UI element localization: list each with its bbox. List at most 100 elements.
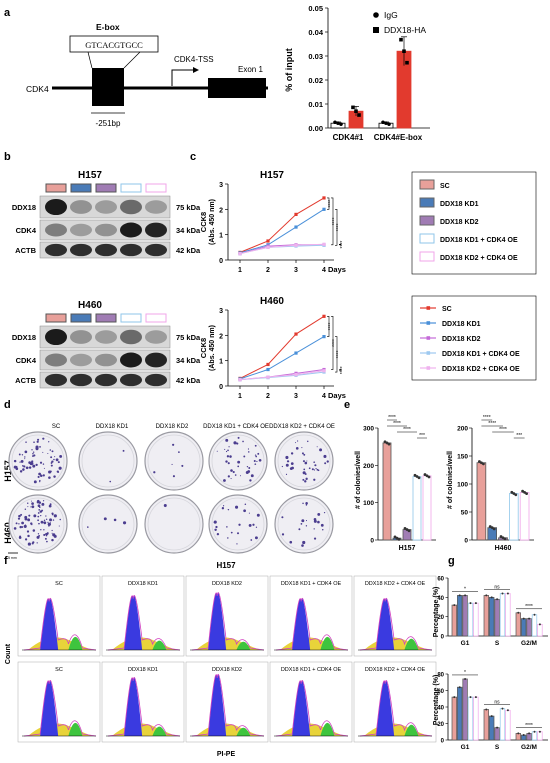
flow-g2-peak bbox=[320, 636, 335, 650]
cycle-h460-bar bbox=[531, 731, 538, 741]
blot-band bbox=[70, 353, 92, 367]
colony-h157-ytick-label: 200 bbox=[363, 463, 374, 470]
blot-band bbox=[120, 199, 142, 215]
cycle-h157-point bbox=[485, 594, 488, 597]
cycle-h157-phase-label: G1 bbox=[461, 640, 470, 647]
flow-fit-outline bbox=[23, 680, 97, 737]
cck8-h460-title: H460 bbox=[260, 296, 284, 307]
colony-dot bbox=[248, 523, 252, 527]
colony-dot bbox=[35, 445, 39, 449]
colony-dot bbox=[313, 461, 316, 463]
cck8-sig-label: **** bbox=[340, 241, 346, 249]
cck8-sig-bracket bbox=[335, 209, 338, 246]
flow-fit-outline bbox=[23, 597, 97, 651]
cycle-h460-point bbox=[533, 730, 536, 733]
cycle-h157-bar bbox=[531, 614, 538, 637]
colony-dot bbox=[45, 532, 48, 536]
lane-marker bbox=[45, 313, 67, 323]
colony-dot bbox=[297, 440, 299, 442]
colony-dot bbox=[38, 509, 41, 511]
cck8-xunit: Days bbox=[328, 265, 346, 274]
western-blot-h460: H460 DDX18 75 kDa CDK4 34 kDa ACTB 42 kDa bbox=[12, 300, 201, 389]
blot-band bbox=[120, 329, 142, 345]
colony-h460-ytick-label: 150 bbox=[457, 454, 468, 461]
chip-ytick-label: 0.05 bbox=[308, 4, 323, 13]
colony-dot bbox=[40, 529, 42, 531]
colony-h157-sig-label: **** bbox=[388, 415, 396, 421]
cck8-sig-label: **** bbox=[336, 350, 342, 358]
colony-dot bbox=[304, 461, 308, 465]
colony-dot bbox=[13, 527, 17, 530]
culture-plate bbox=[208, 494, 268, 554]
colony-dot bbox=[47, 521, 49, 524]
colony-dot bbox=[13, 465, 17, 469]
cycle-h460-ytick-label: 20 bbox=[437, 722, 444, 728]
cycle-h460-bar bbox=[467, 696, 474, 741]
colony-h157-sig-label: *** bbox=[419, 433, 425, 439]
colony-dot bbox=[19, 535, 22, 538]
blot-kda-label: 42 kDa bbox=[176, 246, 201, 255]
colony-dot bbox=[32, 453, 34, 455]
colony-dot bbox=[230, 531, 233, 534]
flow-fit-outline bbox=[359, 597, 433, 651]
blot-band bbox=[145, 200, 167, 214]
cycle-h460-bar bbox=[483, 709, 489, 741]
plate-rim bbox=[211, 497, 265, 551]
chip-legend-ha: DDX18-HA bbox=[384, 25, 426, 35]
colony-header: DDX18 KD1 + CDK4 OE bbox=[203, 424, 269, 430]
tss-arrowhead bbox=[193, 67, 199, 73]
colony-dot bbox=[30, 506, 32, 508]
cycle-h460-sig-label: **** bbox=[525, 723, 533, 729]
colony-dot bbox=[245, 470, 249, 474]
legend-label: DDX18 KD2 bbox=[440, 219, 479, 226]
colony-dot bbox=[244, 503, 247, 506]
colony-dot bbox=[226, 526, 228, 528]
colony-dot bbox=[252, 523, 255, 526]
colony-dot bbox=[237, 436, 240, 439]
colony-dot bbox=[33, 441, 35, 444]
colony-dot bbox=[31, 524, 33, 526]
flow-g1-peak bbox=[124, 595, 143, 650]
cycle-h157-point bbox=[469, 602, 472, 605]
colony-dot bbox=[250, 474, 254, 478]
flow-g2-peak bbox=[236, 641, 251, 650]
chip-legend-ha-marker bbox=[373, 27, 379, 33]
colony-dot bbox=[53, 458, 55, 461]
chip-y-ticks: 0.00 0.01 0.02 0.03 0.04 0.05 bbox=[308, 4, 328, 133]
colony-dot bbox=[153, 471, 156, 474]
colony-dot bbox=[243, 509, 246, 513]
cycle-h157-point bbox=[453, 604, 456, 607]
cycle-h460-point bbox=[464, 677, 467, 680]
colony-dot bbox=[323, 512, 326, 514]
colony-dot bbox=[43, 467, 45, 469]
cycle-h460-bar bbox=[537, 731, 543, 741]
colony-dot bbox=[28, 514, 31, 517]
cycle-h157-bar bbox=[489, 596, 495, 637]
flow-g2-peak bbox=[68, 722, 83, 736]
colony-dot bbox=[22, 468, 25, 471]
colony-h460-ytick-label: 100 bbox=[457, 482, 468, 489]
cycle-h460-bar bbox=[462, 678, 468, 741]
legend-swatch bbox=[419, 251, 435, 262]
colony-dot bbox=[43, 533, 46, 536]
blot-band bbox=[45, 223, 67, 237]
colony-dot bbox=[42, 474, 45, 477]
colony-dot bbox=[227, 508, 230, 511]
colony-dot bbox=[113, 518, 117, 522]
lane-marker bbox=[95, 183, 117, 193]
colony-dot bbox=[290, 462, 294, 465]
cycle-h460-point bbox=[496, 726, 499, 729]
cck8-point bbox=[322, 196, 326, 200]
colony-dot bbox=[254, 463, 257, 465]
flow-g1-peak bbox=[40, 598, 59, 650]
cycle-h460-point bbox=[474, 696, 477, 699]
colony-dot bbox=[59, 454, 63, 458]
colony-dot bbox=[317, 520, 320, 524]
colony-header: DDX18 KD2 bbox=[156, 424, 189, 430]
legend-marker bbox=[426, 306, 431, 310]
colony-dot bbox=[305, 520, 308, 522]
cycle-h157-bar bbox=[521, 618, 527, 637]
colony-dot bbox=[247, 451, 250, 453]
legend-label: DDX18 KD2 + CDK4 OE bbox=[442, 366, 520, 373]
legend-bars: SC DDX18 KD1 DDX18 KD2 DDX18 KD1 + CDK4 OE D… bbox=[411, 171, 537, 275]
